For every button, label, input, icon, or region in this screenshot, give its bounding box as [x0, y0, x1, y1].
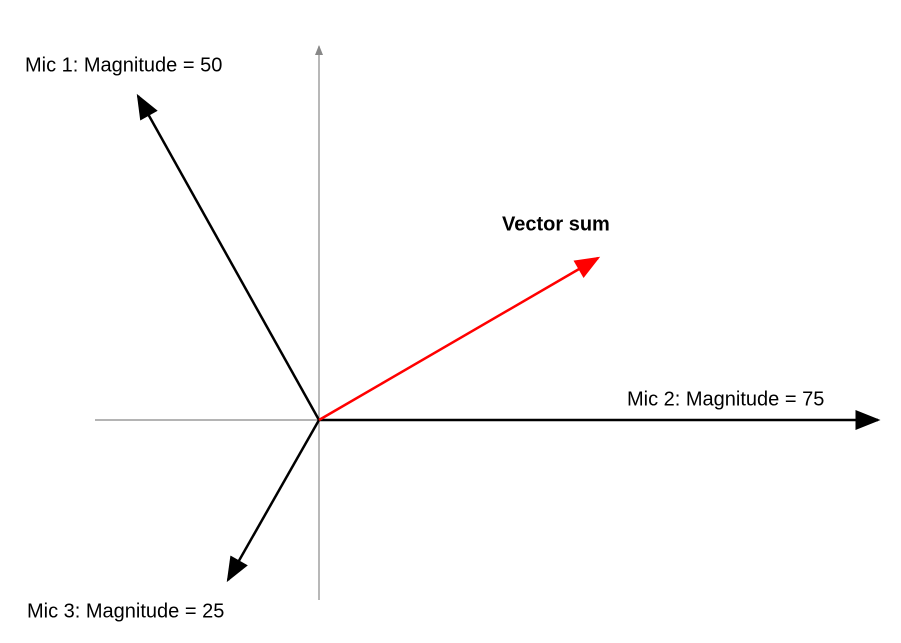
mic1-label: Mic 1: Magnitude = 50 — [25, 54, 222, 76]
mic3-arrow — [226, 419, 321, 583]
mic2-label: Mic 2: Magnitude = 75 — [627, 388, 824, 410]
mic1-arrow — [136, 93, 321, 421]
sum-arrow — [318, 256, 601, 422]
mic3-label: Mic 3: Magnitude = 25 — [27, 600, 224, 622]
sum-label: Vector sum — [502, 213, 610, 235]
